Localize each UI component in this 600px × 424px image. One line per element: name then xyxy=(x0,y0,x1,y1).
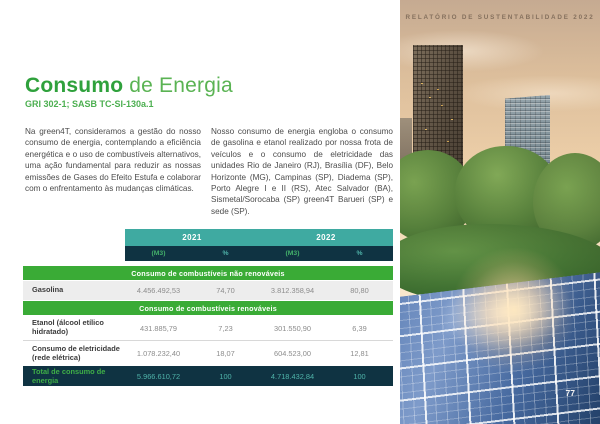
total-value-m3-2021: 5.966.610,72 xyxy=(136,371,181,381)
page-title-bold: Consumo xyxy=(25,74,124,98)
row-value-m3-2022: 604.523,00 xyxy=(274,349,311,358)
section-band-non-renewables: Consumo de combustíveis não renováveis xyxy=(23,266,393,280)
total-value-pct-2022: 100 xyxy=(353,371,366,381)
sun-flare xyxy=(452,248,576,372)
row-value-pct-2022: 80,80 xyxy=(350,286,369,295)
row-value-m3-2021: 431.885,79 xyxy=(140,323,177,333)
city-solar-photo: RELATÓRIO DE SUSTENTABILIDADE 2022 77 xyxy=(400,0,600,424)
table-row-eletricidade: Consumo de eletricidade (rede elétrica) … xyxy=(23,342,393,365)
row-value-pct-2022: 6,39 xyxy=(352,323,367,333)
row-value-m3-2022: 301.550,90 xyxy=(274,323,311,333)
row-value-pct-2021: 74,70 xyxy=(216,286,235,295)
table-unit-header-row: (M3) % (M3) % xyxy=(125,246,393,261)
row-label: Etanol (álcool etílico hidratado) xyxy=(32,318,104,336)
intro-columns: Na green4T, consideramos a gestão do nos… xyxy=(25,126,393,217)
page-number: 77 xyxy=(565,388,575,398)
row-label: Gasolina xyxy=(32,285,64,295)
row-value-pct-2021: 7,23 xyxy=(218,323,233,333)
row-label: Consumo de eletricidade (rede elétrica) xyxy=(32,343,120,362)
window-lights xyxy=(413,45,415,46)
page-title-light: de Energia xyxy=(123,74,233,98)
total-value-m3-2022: 4.718.432,84 xyxy=(270,371,315,381)
total-value-pct-2021: 100 xyxy=(219,371,232,381)
unit-header-pct-2021: % xyxy=(222,250,229,257)
unit-header-m3-2022: (M3) xyxy=(285,250,300,257)
table-row-gasolina: Gasolina 4.456.492,53 74,70 3.812.358,94… xyxy=(23,281,393,300)
row-value-m3-2022: 3.812.358,94 xyxy=(270,286,315,295)
year-header-2021: 2021 xyxy=(125,229,259,246)
row-value-m3-2021: 1.078.232,40 xyxy=(136,349,181,358)
paragraph-right: Nosso consumo de energia engloba o consu… xyxy=(211,127,393,216)
total-label: Total de consumo de energia xyxy=(32,367,106,385)
unit-header-pct-2022: % xyxy=(356,250,363,257)
paragraph-left: Na green4T, consideramos a gestão do nos… xyxy=(25,127,201,194)
gri-sasb-reference: GRI 302-1; SASB TC-SI-130a.1 xyxy=(25,99,154,109)
section-band-renewables: Consumo de combustíveis renováveis xyxy=(23,301,393,315)
page-title: Consumo de Energia xyxy=(25,74,233,98)
row-value-pct-2022: 12,81 xyxy=(350,349,369,358)
unit-header-m3-2021: (M3) xyxy=(151,250,166,257)
year-header-2022: 2022 xyxy=(259,229,393,246)
table-year-header-row: 2021 2022 xyxy=(23,229,393,246)
energy-consumption-table: 2021 2022 (M3) % (M3) % Consumo de combu… xyxy=(23,229,393,386)
table-row-etanol: Etanol (álcool etílico hidratado) 431.88… xyxy=(23,316,393,341)
row-value-m3-2021: 4.456.492,53 xyxy=(136,286,181,295)
table-row-total: Total de consumo de energia 5.966.610,72… xyxy=(23,366,393,386)
report-header-text: RELATÓRIO DE SUSTENTABILIDADE 2022 xyxy=(405,14,595,21)
row-value-pct-2021: 18,07 xyxy=(216,349,235,358)
